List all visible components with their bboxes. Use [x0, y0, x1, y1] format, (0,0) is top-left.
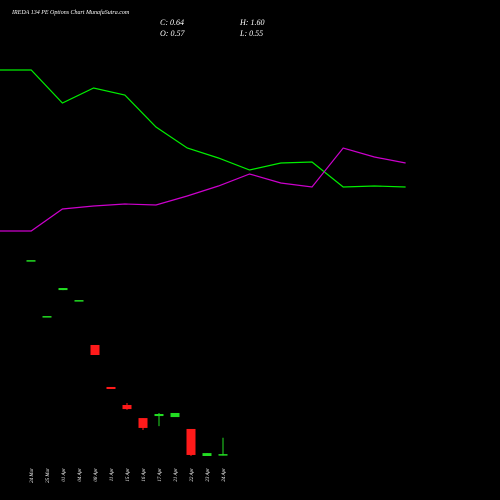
x-tick-label: 11 Apr: [110, 468, 115, 481]
line-series: [0, 69, 406, 188]
x-tick-label: 01 Apr: [62, 468, 67, 482]
x-tick-label: 22 Apr: [190, 468, 195, 482]
x-tick-label: 25 Mar: [46, 468, 51, 483]
ohlc-high: H: 1.60: [239, 18, 264, 27]
candle-body: [74, 300, 84, 302]
candle-body: [138, 418, 148, 428]
x-tick-label: 24 Apr: [222, 468, 227, 482]
candle-body: [170, 412, 180, 418]
candle-body: [202, 453, 212, 456]
candle-body: [186, 428, 196, 455]
x-tick-label: 16 Apr: [142, 468, 147, 482]
x-tick-label: 24 Mar: [30, 468, 35, 483]
candle-body: [122, 404, 132, 410]
x-tick-label: 23 Apr: [206, 468, 211, 482]
x-tick-label: 04 Apr: [78, 468, 83, 482]
x-tick-label: 17 Apr: [158, 468, 163, 482]
candle-body: [154, 414, 164, 417]
line-series: [0, 147, 406, 232]
candle-body: [58, 288, 68, 291]
chart-title: IREDA 134 PE Options Chart MunafaSutra.c…: [11, 9, 130, 16]
candle-body: [218, 454, 228, 456]
ohlc-open: O: 0.57: [160, 29, 185, 38]
x-tick-label: 08 Apr: [94, 468, 99, 482]
ohlc-low: L: 0.55: [239, 29, 263, 38]
candle-body: [106, 386, 116, 390]
candle-body: [26, 260, 36, 262]
candle-body: [42, 316, 52, 318]
x-tick-label: 21 Apr: [174, 468, 179, 482]
x-tick-label: 15 Apr: [126, 468, 131, 482]
ohlc-close: C: 0.64: [160, 18, 184, 27]
candle-body: [90, 344, 100, 356]
